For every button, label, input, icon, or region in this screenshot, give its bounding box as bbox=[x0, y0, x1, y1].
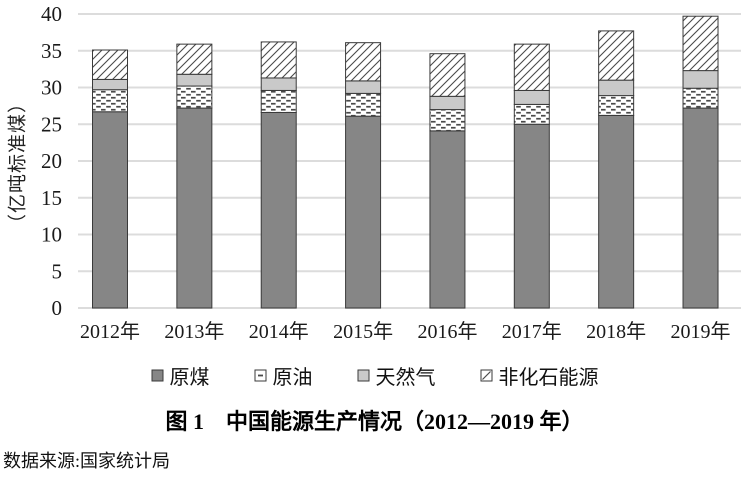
bar-segment-0 bbox=[429, 130, 466, 309]
bar-segment-3 bbox=[429, 53, 466, 97]
x-tick-label: 2015年 bbox=[333, 320, 393, 343]
bar-segment-3 bbox=[176, 43, 213, 75]
bar-segment-2 bbox=[176, 73, 213, 87]
bar-segment-3 bbox=[345, 42, 382, 82]
legend-swatch-solid-dark-icon bbox=[151, 369, 163, 382]
bar-segment-3 bbox=[260, 41, 297, 79]
bar-segment-1 bbox=[513, 103, 550, 125]
bar-segment-2 bbox=[598, 79, 635, 97]
bar-segment-0 bbox=[598, 114, 635, 309]
plot-area: 0 5 10 15 20 25 30 35 40 2012年 2013年 2014年 2015年 201… bbox=[41, 2, 741, 343]
x-tick-label: 2019年 bbox=[671, 320, 731, 343]
bar-segment-1 bbox=[598, 95, 635, 116]
bar-segment-2 bbox=[429, 95, 466, 111]
legend-swatch-solid-light-icon bbox=[357, 369, 369, 382]
bar-segment-0 bbox=[260, 111, 297, 309]
legend-label: 天然气 bbox=[375, 367, 436, 389]
bar-segment-3 bbox=[682, 15, 719, 72]
y-tick-label: 25 bbox=[41, 112, 62, 136]
bar-segment-1 bbox=[429, 109, 466, 132]
legend-swatch-diagonal-hatch-icon bbox=[480, 369, 492, 382]
bar-segment-1 bbox=[176, 85, 213, 109]
bar-segment-0 bbox=[345, 115, 382, 309]
bar-segment-3 bbox=[598, 30, 635, 81]
y-tick-label: 20 bbox=[41, 149, 62, 173]
y-tick-label: 5 bbox=[52, 259, 63, 283]
legend-label: 非化石能源 bbox=[498, 367, 599, 389]
x-tick-label: 2016年 bbox=[417, 320, 477, 343]
y-tick-label: 10 bbox=[41, 223, 62, 247]
x-tick-label: 2013年 bbox=[164, 320, 224, 343]
bar-segment-2 bbox=[92, 78, 128, 91]
legend: 原煤 原油 天然气 非化石能源 bbox=[0, 361, 749, 390]
x-tick-label: 2017年 bbox=[502, 320, 562, 343]
legend-item-0: 原煤 bbox=[151, 361, 210, 390]
data-source: 数据来源:国家统计局 bbox=[3, 451, 171, 471]
bar-segment-3 bbox=[513, 43, 550, 91]
legend-label: 原油 bbox=[272, 367, 313, 389]
bar-segment-2 bbox=[682, 70, 719, 89]
bar-segment-1 bbox=[260, 89, 297, 113]
bar-segment-2 bbox=[345, 80, 382, 94]
x-tick-label: 2012年 bbox=[80, 320, 140, 343]
bar-segment-0 bbox=[176, 107, 213, 309]
legend-swatch-dash-pattern-icon bbox=[254, 369, 266, 382]
bar-segment-1 bbox=[92, 89, 128, 113]
y-tick-label: 15 bbox=[41, 186, 62, 210]
y-tick-label: 40 bbox=[41, 2, 62, 26]
bar-segment-2 bbox=[513, 89, 550, 105]
bar-segment-0 bbox=[513, 123, 550, 309]
y-tick-label: 35 bbox=[41, 39, 62, 63]
bar-segment-2 bbox=[260, 77, 297, 91]
bar-segment-0 bbox=[92, 111, 128, 309]
legend-item-3: 非化石能源 bbox=[480, 361, 599, 390]
y-tick-label: 0 bbox=[52, 296, 63, 320]
legend-item-2: 天然气 bbox=[357, 361, 436, 390]
figure-title: 图 1 中国能源生产情况（2012—2019 年） bbox=[165, 409, 584, 434]
x-tick-label: 2018年 bbox=[586, 320, 646, 343]
legend-label: 原煤 bbox=[169, 367, 210, 389]
x-tick-label: 2014年 bbox=[249, 320, 309, 343]
bar-segment-0 bbox=[682, 107, 719, 309]
y-tick-label: 30 bbox=[41, 76, 62, 100]
bar-segment-1 bbox=[345, 92, 382, 117]
bar-segment-1 bbox=[682, 87, 719, 109]
legend-item-1: 原油 bbox=[254, 361, 313, 390]
bar-segment-3 bbox=[92, 49, 128, 80]
